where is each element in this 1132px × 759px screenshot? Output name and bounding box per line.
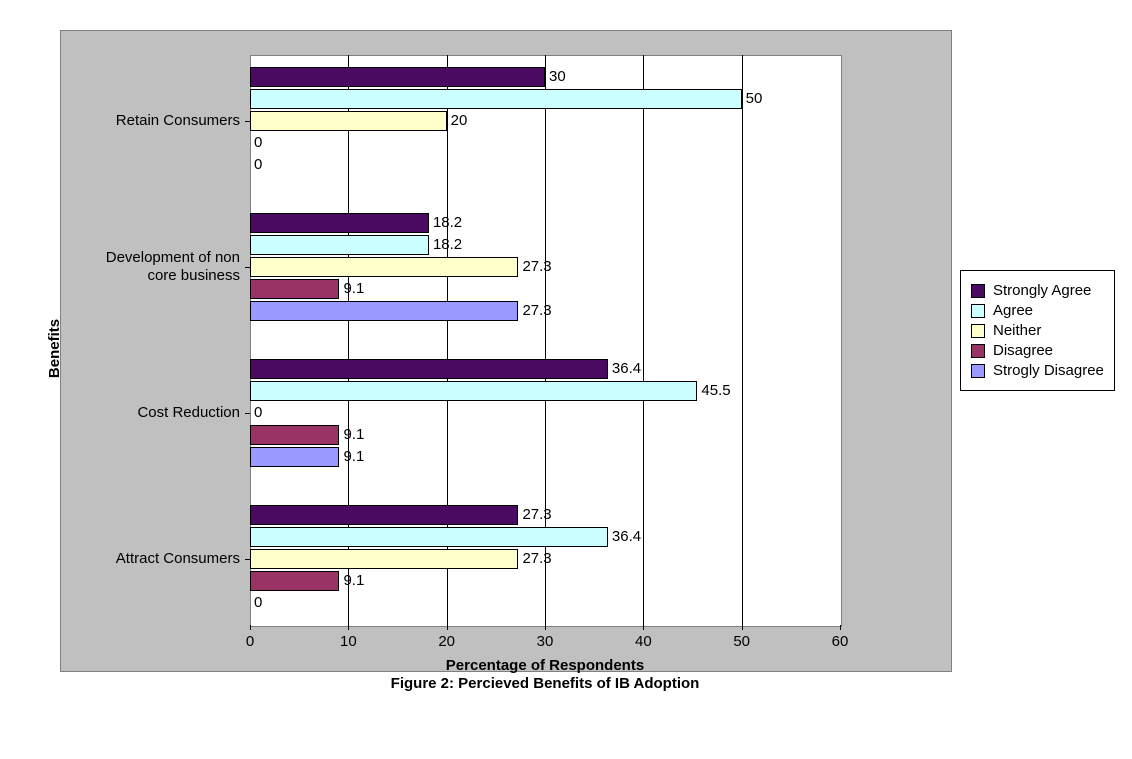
- bar: [250, 111, 447, 131]
- bar-value-label: 9.1: [343, 280, 364, 297]
- bar-value-label: 27.3: [522, 506, 551, 523]
- legend-item: Strongly Agree: [971, 282, 1104, 299]
- bar-value-label: 9.1: [343, 572, 364, 589]
- y-category-label: Development of noncore business: [70, 249, 240, 285]
- bar-value-label: 9.1: [343, 448, 364, 465]
- bar-value-label: 18.2: [433, 214, 462, 231]
- bar: [250, 505, 518, 525]
- x-tick-label: 30: [537, 633, 554, 650]
- bar-value-label: 27.3: [522, 258, 551, 275]
- bar-value-label: 27.3: [522, 302, 551, 319]
- bar-value-label: 20: [451, 112, 468, 129]
- legend-swatch: [971, 364, 985, 378]
- x-tick-label: 50: [733, 633, 750, 650]
- bar: [250, 527, 608, 547]
- chart-container: 0 10 20 30 40 50 60 30 50 20 0 0 18.2 18.2 27.3 9.1 27.…: [0, 0, 1132, 759]
- legend-label: Agree: [993, 302, 1033, 319]
- bar-value-label: 50: [746, 90, 763, 107]
- bar-value-label: 0: [254, 404, 262, 421]
- y-category-label: Cost Reduction: [70, 404, 240, 422]
- bar-value-label: 45.5: [701, 382, 730, 399]
- legend: Strongly Agree Agree Neither Disagree Strogl…: [960, 270, 1115, 391]
- chart-caption: Figure 2: Percieved Benefits of IB Adopt…: [250, 675, 840, 692]
- bar-value-label: 36.4: [612, 528, 641, 545]
- legend-item: Disagree: [971, 342, 1104, 359]
- bar: [250, 257, 518, 277]
- x-tick-label: 10: [340, 633, 357, 650]
- bar: [250, 301, 518, 321]
- legend-item: Neither: [971, 322, 1104, 339]
- bar-value-label: 30: [549, 68, 566, 85]
- x-tick-label: 0: [246, 633, 254, 650]
- bar-value-label: 18.2: [433, 236, 462, 253]
- y-category-label: Retain Consumers: [70, 112, 240, 130]
- bar: [250, 89, 742, 109]
- legend-label: Strogly Disagree: [993, 362, 1104, 379]
- bar: [250, 447, 339, 467]
- bar: [250, 549, 518, 569]
- legend-item: Strogly Disagree: [971, 362, 1104, 379]
- x-tick-mark: [348, 625, 349, 630]
- bar: [250, 381, 697, 401]
- bar: [250, 571, 339, 591]
- bar-value-label: 9.1: [343, 426, 364, 443]
- x-tick-mark: [250, 625, 251, 630]
- legend-label: Disagree: [993, 342, 1053, 359]
- x-tick-label: 60: [832, 633, 849, 650]
- bar: [250, 359, 608, 379]
- x-tick-mark: [643, 625, 644, 630]
- legend-item: Agree: [971, 302, 1104, 319]
- bar: [250, 213, 429, 233]
- x-tick-label: 20: [438, 633, 455, 650]
- bar: [250, 425, 339, 445]
- bar-value-label: 0: [254, 156, 262, 173]
- legend-label: Strongly Agree: [993, 282, 1091, 299]
- x-tick-mark: [742, 625, 743, 630]
- bar: [250, 279, 339, 299]
- gridline: [742, 55, 743, 625]
- bar-value-label: 36.4: [612, 360, 641, 377]
- bar: [250, 235, 429, 255]
- x-tick-label: 40: [635, 633, 652, 650]
- bar-value-label: 0: [254, 134, 262, 151]
- y-category-label: Attract Consumers: [70, 550, 240, 568]
- bar-value-label: 0: [254, 594, 262, 611]
- legend-label: Neither: [993, 322, 1041, 339]
- legend-swatch: [971, 344, 985, 358]
- legend-swatch: [971, 324, 985, 338]
- legend-swatch: [971, 304, 985, 318]
- y-tick-mark: [245, 413, 250, 414]
- bar-value-label: 27.3: [522, 550, 551, 567]
- gridline: [643, 55, 644, 625]
- legend-swatch: [971, 284, 985, 298]
- bar: [250, 67, 545, 87]
- x-tick-mark: [840, 625, 841, 630]
- x-axis-title: Percentage of Respondents: [250, 657, 840, 674]
- x-tick-mark: [545, 625, 546, 630]
- y-axis-title: Benefits: [46, 319, 63, 378]
- x-tick-mark: [447, 625, 448, 630]
